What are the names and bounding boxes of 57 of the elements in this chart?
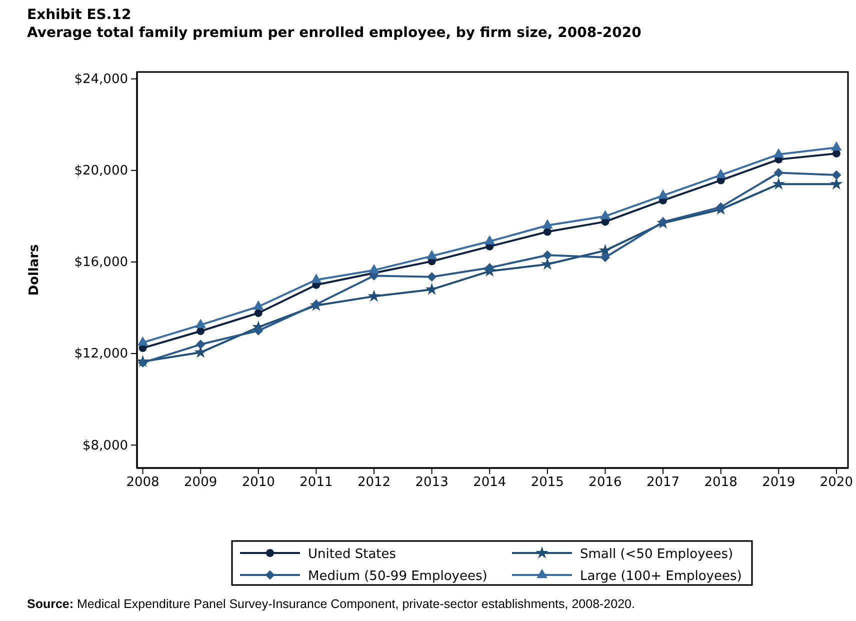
point [600,252,610,262]
point [600,210,611,220]
x-tick-label: 2013 [415,475,448,490]
y-axis-title: Dollars [27,244,42,296]
point [484,235,495,244]
x-tick-label: 2012 [357,475,391,490]
point [716,202,726,212]
x-tick-label: 2015 [530,475,564,490]
source-note: Source: Medical Expenditure Panel Survey-Insurance Component, private-sector establishments, 2008-2020. [27,597,635,611]
point [831,141,842,151]
point [772,177,785,190]
point [658,189,668,199]
legend-label: Medium (50-99 Employees) [308,569,488,584]
point [542,219,553,228]
point [310,274,322,283]
chart-subtitle: Average total family premium per enrolled employee, by firm size, 2008-2020 [27,25,642,41]
point [715,168,726,178]
x-tick-label: 2008 [126,475,160,490]
chart-title: Exhibit ES.12 [27,7,132,23]
legend-label: Large (100+ Employees) [580,569,742,584]
point [368,290,380,302]
y-tick-label: $8,000 [82,438,128,454]
x-tick-label: 2017 [646,475,680,490]
point [195,318,206,328]
y-tick-label: $16,000 [74,255,128,270]
point [598,244,612,256]
y-tick-label: $24,000 [74,72,128,88]
legend-label: Small (<50 Employees) [580,547,734,562]
point [427,272,437,282]
y-tick-label: $20,000 [74,164,128,179]
point [254,326,264,336]
point [368,264,380,274]
x-tick-label: 2020 [820,475,853,490]
point [541,258,554,270]
legend-label: United States [308,547,396,562]
point [542,250,552,260]
point [543,228,552,236]
point [137,336,148,346]
point [832,170,842,180]
x-tick-label: 2011 [300,475,333,490]
x-tick-label: 2010 [242,475,275,490]
point [196,327,205,336]
point [254,309,262,318]
point [484,262,494,272]
point [253,300,264,310]
point [138,358,148,368]
x-tick-label: 2009 [184,475,218,490]
x-tick-label: 2019 [762,475,796,490]
x-tick-label: 2016 [588,475,622,490]
point [774,168,784,178]
x-tick-label: 2018 [704,475,738,490]
x-tick-label: 2014 [473,475,506,490]
point [196,340,206,350]
point [426,250,438,260]
point [832,150,840,158]
y-tick-label: $12,000 [74,346,128,362]
point [773,148,784,158]
